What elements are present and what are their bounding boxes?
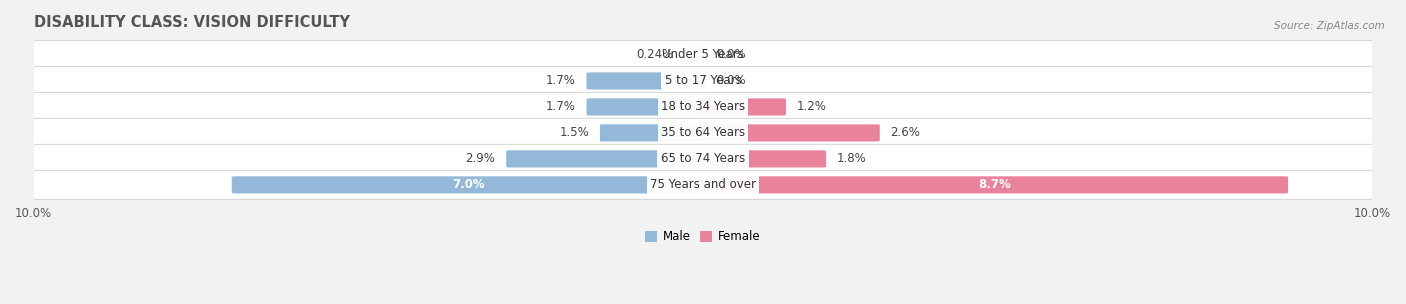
Text: 65 to 74 Years: 65 to 74 Years — [661, 152, 745, 165]
FancyBboxPatch shape — [30, 170, 1376, 199]
Text: 35 to 64 Years: 35 to 64 Years — [661, 126, 745, 140]
Legend: Male, Female: Male, Female — [641, 226, 765, 248]
FancyBboxPatch shape — [700, 150, 827, 168]
Text: 2.9%: 2.9% — [465, 152, 495, 165]
FancyBboxPatch shape — [30, 92, 1376, 122]
Text: 7.0%: 7.0% — [453, 178, 485, 192]
Text: 5 to 17 Years: 5 to 17 Years — [665, 74, 741, 88]
Text: 0.24%: 0.24% — [637, 49, 673, 61]
Text: 1.7%: 1.7% — [546, 100, 576, 113]
FancyBboxPatch shape — [30, 40, 1376, 70]
Text: 1.5%: 1.5% — [560, 126, 589, 140]
FancyBboxPatch shape — [600, 124, 706, 141]
Text: 8.7%: 8.7% — [977, 178, 1011, 192]
Text: DISABILITY CLASS: VISION DIFFICULTY: DISABILITY CLASS: VISION DIFFICULTY — [34, 15, 350, 30]
FancyBboxPatch shape — [30, 144, 1376, 174]
FancyBboxPatch shape — [232, 176, 706, 193]
FancyBboxPatch shape — [700, 176, 1288, 193]
Text: Under 5 Years: Under 5 Years — [662, 49, 744, 61]
Text: 1.2%: 1.2% — [797, 100, 827, 113]
Text: 75 Years and over: 75 Years and over — [650, 178, 756, 192]
Text: 18 to 34 Years: 18 to 34 Years — [661, 100, 745, 113]
FancyBboxPatch shape — [700, 98, 786, 116]
FancyBboxPatch shape — [700, 124, 880, 141]
FancyBboxPatch shape — [586, 72, 706, 90]
FancyBboxPatch shape — [30, 67, 1376, 95]
Text: 2.6%: 2.6% — [890, 126, 921, 140]
Text: 1.7%: 1.7% — [546, 74, 576, 88]
Text: Source: ZipAtlas.com: Source: ZipAtlas.com — [1274, 21, 1385, 31]
FancyBboxPatch shape — [586, 98, 706, 116]
Text: 0.0%: 0.0% — [717, 74, 747, 88]
FancyBboxPatch shape — [30, 118, 1376, 147]
FancyBboxPatch shape — [685, 47, 706, 64]
FancyBboxPatch shape — [506, 150, 706, 168]
Text: 1.8%: 1.8% — [837, 152, 866, 165]
Text: 0.0%: 0.0% — [717, 49, 747, 61]
